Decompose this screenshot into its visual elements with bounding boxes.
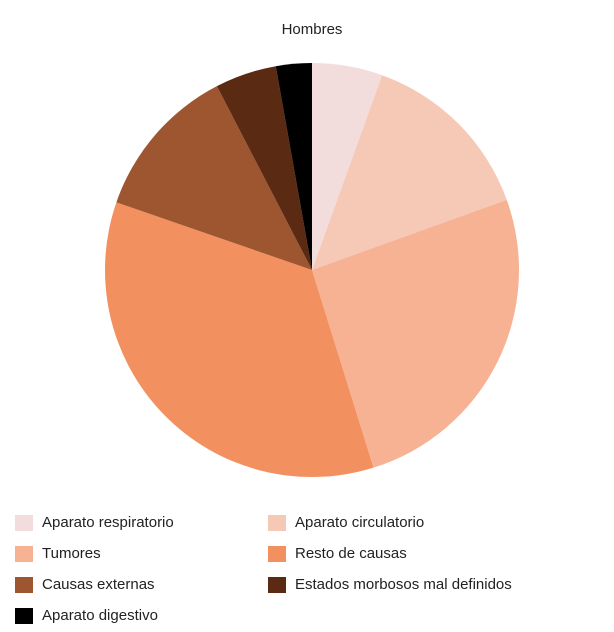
legend-swatch bbox=[15, 515, 33, 531]
pie-slice bbox=[275, 63, 312, 270]
legend-label: Resto de causas bbox=[295, 545, 407, 562]
legend-swatch bbox=[15, 608, 33, 624]
legend-swatch bbox=[15, 546, 33, 562]
legend-swatch bbox=[268, 515, 286, 531]
legend-label: Tumores bbox=[42, 545, 101, 562]
pie-slice bbox=[116, 86, 312, 270]
legend-label: Aparato circulatorio bbox=[295, 514, 424, 531]
pie-slice bbox=[312, 75, 507, 271]
pie-slice bbox=[105, 202, 374, 477]
legend-label: Causas externas bbox=[42, 576, 155, 593]
pie-slice bbox=[312, 199, 519, 468]
legend-label: Aparato respiratorio bbox=[42, 514, 174, 531]
pie-slice bbox=[216, 66, 312, 270]
legend-label: Estados morbosos mal definidos bbox=[295, 576, 512, 593]
legend-swatch bbox=[15, 577, 33, 593]
legend-swatch bbox=[268, 546, 286, 562]
pie-slice bbox=[312, 63, 383, 270]
legend-swatch bbox=[268, 577, 286, 593]
legend-label: Aparato digestivo bbox=[42, 607, 158, 624]
chart-title: Hombres bbox=[282, 21, 343, 38]
